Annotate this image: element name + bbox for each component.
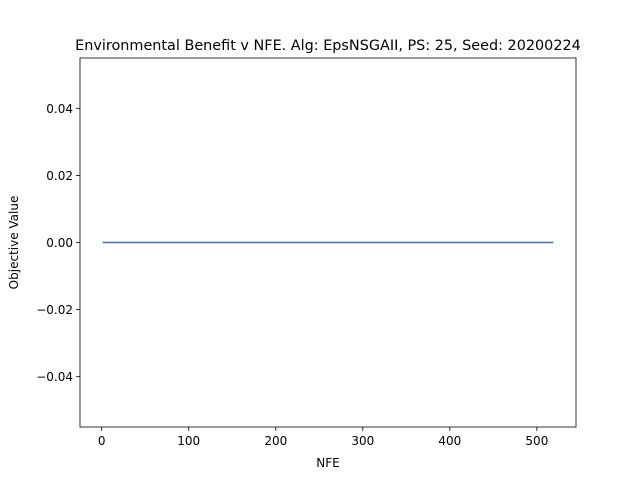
plot-frame — [79, 57, 577, 428]
x-tick-label: 0 — [98, 434, 106, 448]
y-tick-label: −0.02 — [36, 303, 73, 317]
x-tick-label: 200 — [264, 434, 287, 448]
y-tick-label: 0.02 — [46, 169, 73, 183]
y-tick-label: 0.04 — [46, 102, 73, 116]
y-tick-label: 0.00 — [46, 236, 73, 250]
x-tick-label: 400 — [438, 434, 461, 448]
y-tick-label: −0.04 — [36, 370, 73, 384]
x-axis-label: NFE — [316, 456, 339, 470]
x-tick-label: 300 — [351, 434, 374, 448]
y-axis-ticks: −0.04 −0.02 0.00 0.02 0.04 — [36, 102, 80, 384]
x-axis-ticks: 0 100 200 300 400 500 — [98, 427, 548, 448]
x-tick-label: 500 — [525, 434, 548, 448]
chart-title: Environmental Benefit v NFE. Alg: EpsNSG… — [75, 38, 581, 54]
y-axis-label: Objective Value — [7, 196, 21, 290]
x-tick-label: 100 — [177, 434, 200, 448]
